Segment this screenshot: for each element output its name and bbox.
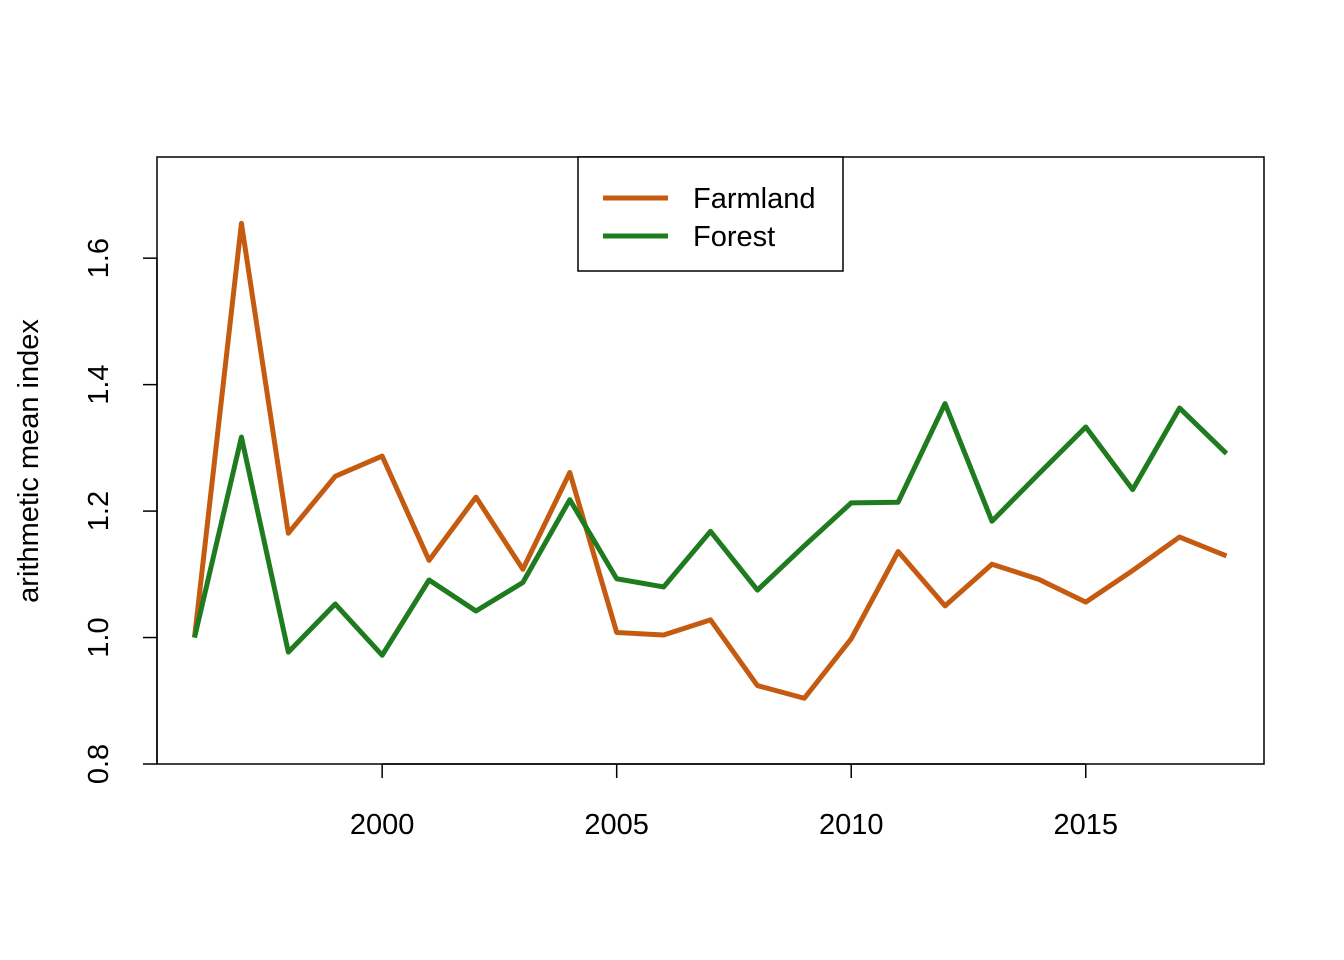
y-axis-title: arithmetic mean index [13, 319, 45, 603]
x-tick-label: 2000 [350, 809, 415, 841]
y-tick-label: 0.8 [83, 744, 115, 784]
y-tick-label: 1.4 [83, 364, 115, 404]
legend-label-forest: Forest [693, 221, 775, 253]
legend-box [577, 156, 844, 272]
y-tick-label: 1.0 [83, 617, 115, 657]
series-layer [192, 220, 1229, 701]
legend: Farmland Forest [577, 156, 844, 272]
x-axis: 2000 2005 2010 2015 [350, 763, 1118, 841]
x-tick-label: 2015 [1053, 809, 1118, 841]
y-tick-label: 1.2 [83, 491, 115, 531]
y-axis: 0.8 1.0 1.2 1.4 1.6 [83, 238, 158, 784]
series-line-farmland [192, 220, 1228, 701]
x-tick-label: 2010 [819, 809, 884, 841]
series-line-forest [192, 401, 1229, 658]
x-tick-label: 2005 [584, 809, 649, 841]
y-tick-label: 1.6 [83, 238, 115, 278]
legend-label-farmland: Farmland [693, 183, 816, 215]
